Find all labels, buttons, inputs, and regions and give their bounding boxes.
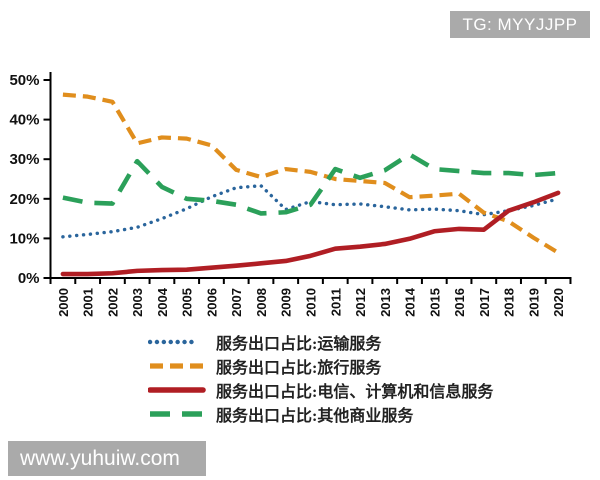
svg-text:2014: 2014	[403, 287, 418, 317]
svg-text:2017: 2017	[477, 288, 492, 317]
legend-item: 服务出口占比:运输服务	[148, 330, 568, 354]
chart-legend: 服务出口占比:运输服务 服务出口占比:旅行服务 服务出口占比:电信、计算机和信息…	[148, 330, 568, 426]
legend-item: 服务出口占比:旅行服务	[148, 354, 568, 378]
svg-text:2000: 2000	[56, 288, 71, 317]
svg-text:2015: 2015	[427, 288, 442, 317]
svg-text:10%: 10%	[9, 230, 39, 247]
legend-label: 服务出口占比:运输服务	[216, 336, 382, 353]
svg-text:2004: 2004	[155, 287, 170, 317]
legend-swatch-dashed-icon	[150, 363, 203, 369]
legend-label: 服务出口占比:电信、计算机和信息服务	[216, 384, 494, 401]
svg-text:50%: 50%	[9, 72, 39, 89]
telegram-badge: TG: MYYJJPP	[450, 11, 590, 38]
watermark-badge: www.yuhuiw.com	[8, 441, 206, 476]
svg-text:2001: 2001	[81, 288, 96, 317]
svg-text:2011: 2011	[328, 288, 343, 316]
svg-text:2012: 2012	[353, 288, 368, 317]
svg-text:30%: 30%	[9, 151, 39, 168]
svg-text:2008: 2008	[254, 288, 269, 317]
svg-text:2007: 2007	[229, 288, 244, 317]
svg-text:0%: 0%	[18, 270, 40, 287]
legend-swatch-dotted-icon	[148, 339, 199, 345]
svg-text:2002: 2002	[105, 288, 120, 317]
legend-item: 服务出口占比:电信、计算机和信息服务	[148, 378, 568, 402]
legend-label: 服务出口占比:其他商业服务	[216, 408, 414, 425]
legend-item: 服务出口占比:其他商业服务	[148, 402, 568, 426]
svg-text:2019: 2019	[526, 288, 541, 317]
svg-text:2006: 2006	[204, 288, 219, 317]
svg-text:40%: 40%	[9, 112, 39, 129]
svg-text:2003: 2003	[130, 288, 145, 317]
svg-text:2020: 2020	[551, 288, 566, 317]
svg-text:2005: 2005	[180, 288, 195, 317]
legend-label: 服务出口占比:旅行服务	[216, 360, 382, 377]
legend-swatch-longdash-icon	[150, 411, 203, 417]
svg-text:2016: 2016	[452, 288, 467, 317]
svg-text:2018: 2018	[502, 288, 517, 317]
svg-text:2013: 2013	[378, 288, 393, 317]
svg-text:2009: 2009	[279, 288, 294, 317]
svg-text:2010: 2010	[304, 288, 319, 317]
legend-swatch-solid-icon	[148, 387, 206, 393]
svg-text:20%: 20%	[9, 191, 39, 208]
